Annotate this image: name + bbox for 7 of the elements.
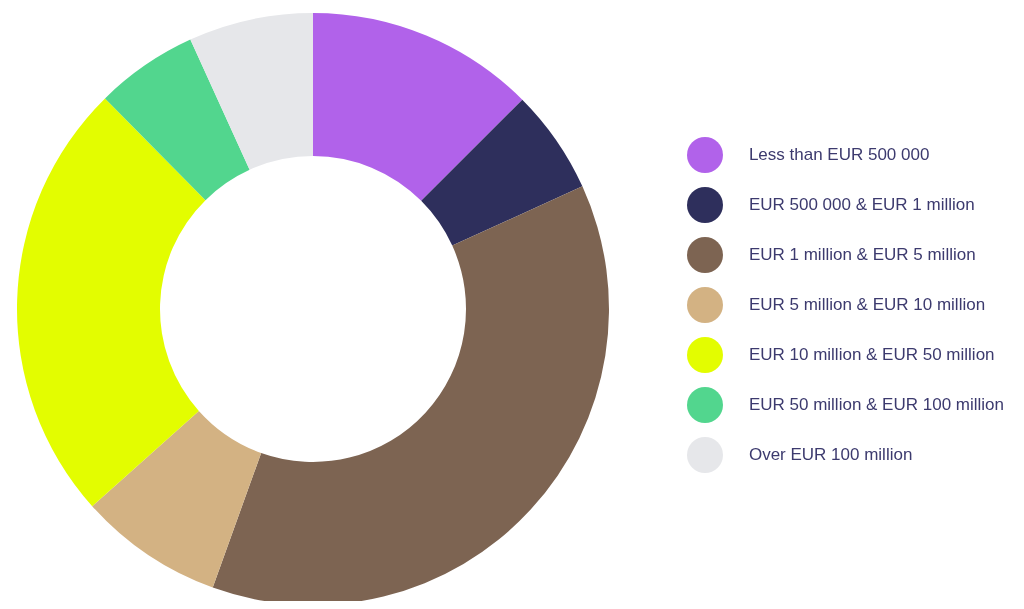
legend-label: EUR 500 000 & EUR 1 million <box>748 194 975 215</box>
legend-label: EUR 50 million & EUR 100 million <box>748 394 1004 415</box>
legend-label: EUR 5 million & EUR 10 million <box>748 294 986 315</box>
legend-label: Over EUR 100 million <box>748 444 913 465</box>
legend-label: EUR 10 million & EUR 50 million <box>748 344 995 365</box>
legend-label: Less than EUR 500 000 <box>748 144 930 165</box>
legend-label: EUR 1 million & EUR 5 million <box>748 244 976 265</box>
